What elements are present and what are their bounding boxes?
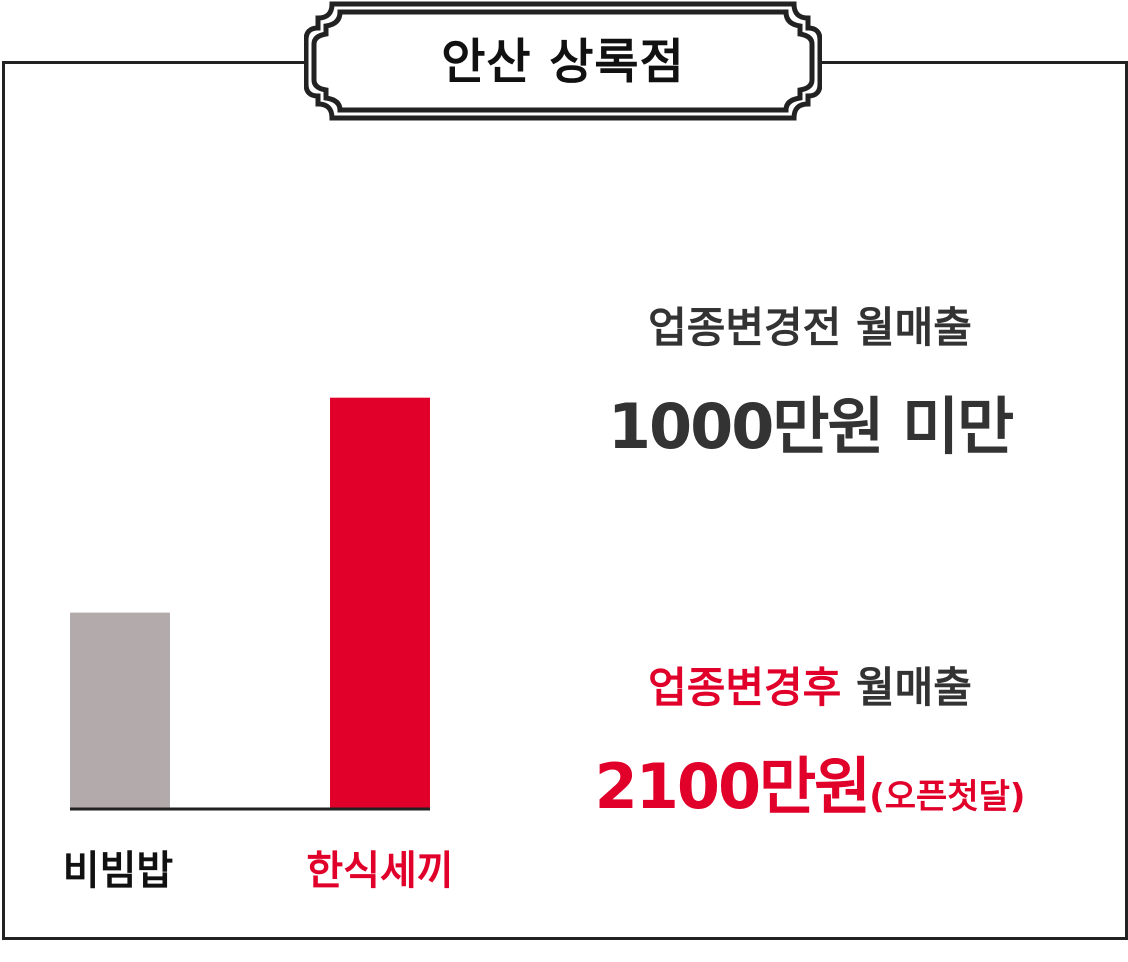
after-label-rest: 월매출	[841, 663, 972, 712]
after-value-row: 2100만원(오픈첫달)	[560, 736, 1060, 826]
before-label-rest: 월매출	[841, 303, 972, 352]
after-label-emph: 업종변경후	[648, 663, 842, 712]
before-value: 1000만원 미만	[607, 390, 1014, 463]
content-frame	[2, 61, 1128, 940]
bar-bibimbap	[70, 612, 170, 808]
before-label-emph: 업종변경전	[648, 303, 842, 352]
plaque-border	[304, 1, 822, 121]
before-label: 업종변경전 월매출	[560, 294, 1060, 355]
bar-hansik	[330, 397, 430, 808]
after-label: 업종변경후 월매출	[560, 654, 1060, 715]
category-label-bibimbap: 비빔밥	[62, 847, 174, 894]
page-title: 안산 상록점	[441, 34, 685, 90]
after-note: (오픈첫달)	[869, 777, 1026, 817]
title-plaque: 안산 상록점	[304, 0, 822, 122]
after-value: 2100만원	[594, 750, 872, 823]
category-label-hansik: 한식세끼	[306, 848, 454, 894]
